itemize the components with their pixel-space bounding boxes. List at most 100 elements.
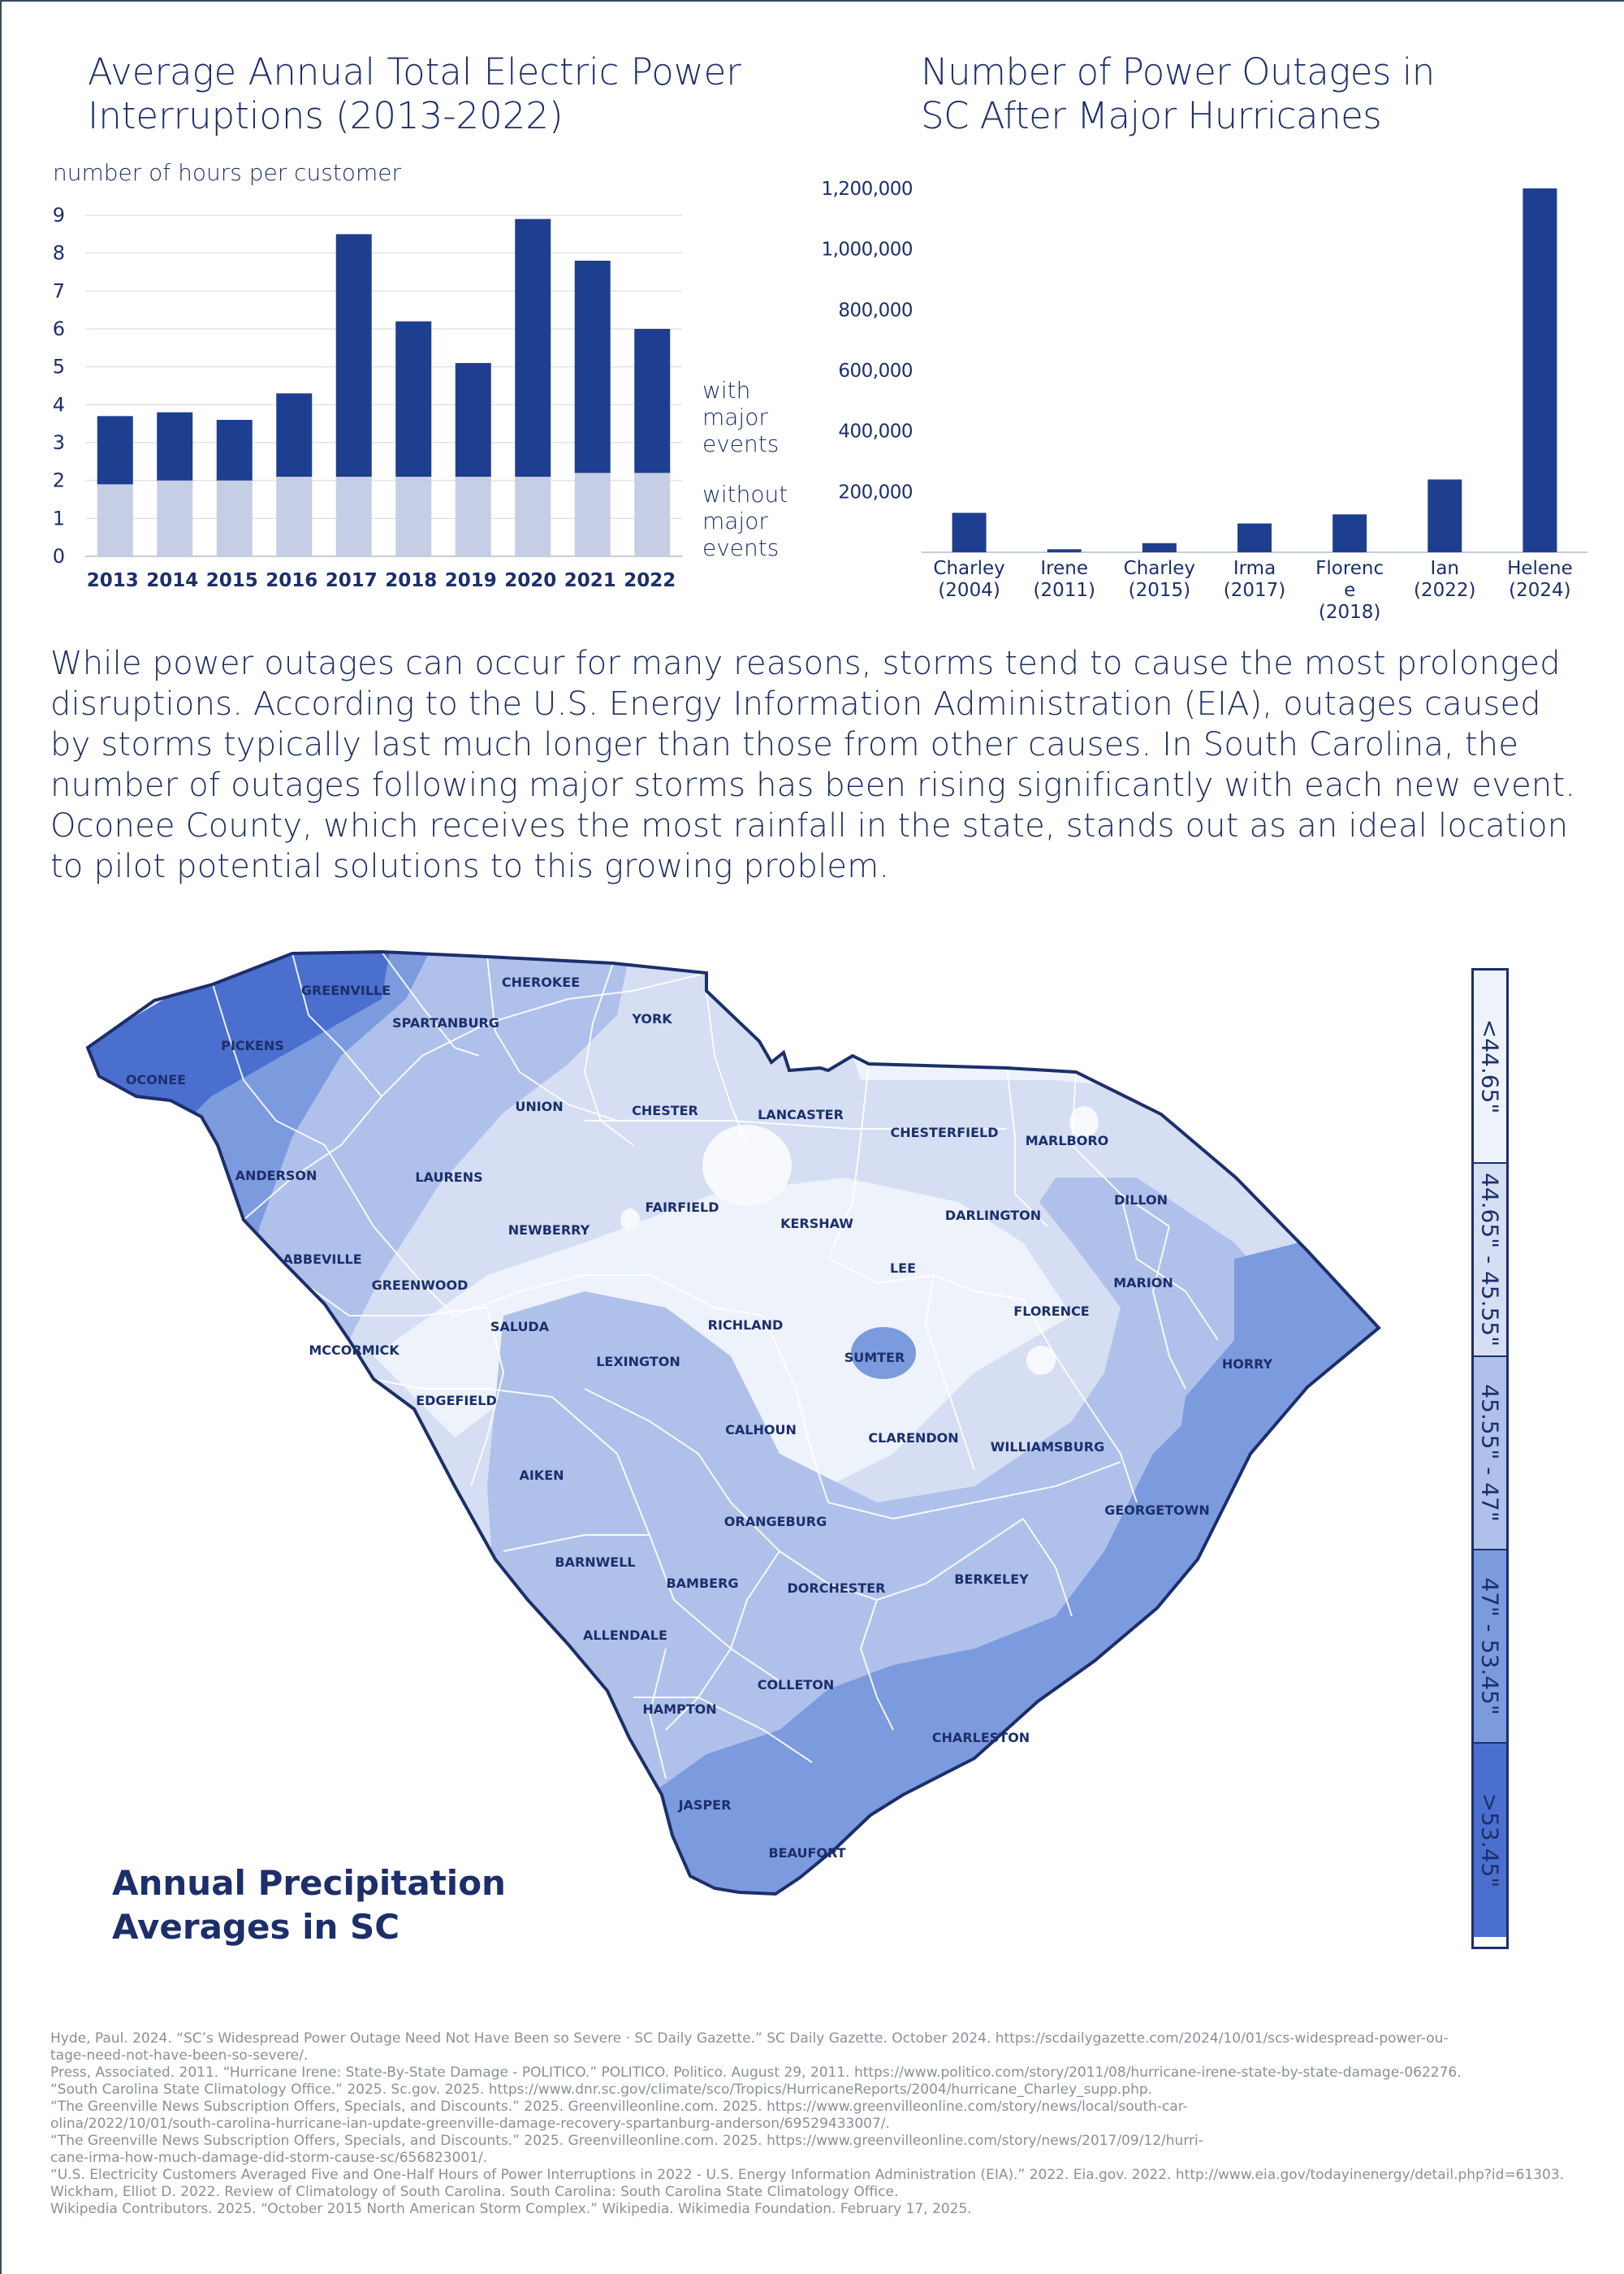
chart1-bar: [634, 473, 671, 556]
county-label-williamsburg: WILLIAMSBURG: [991, 1439, 1104, 1455]
references: Hyde, Paul. 2024. “SC’s Widespread Power…: [50, 2030, 1577, 2218]
county-label-cherokee: CHEROKEE: [502, 975, 580, 990]
chart2-bar: [1332, 514, 1367, 552]
chart1-xtick: 2016: [266, 570, 317, 591]
county-labels: GREENVILLE CHEROKEE YORK PICKENS SPARTANBURG…: [126, 975, 1273, 1861]
chart1-bar: [574, 473, 611, 556]
county-label-union: UNION: [515, 1099, 563, 1114]
chart1-legend-label: without: [702, 481, 788, 508]
legend-swatch: 47" - 53.45": [1474, 1550, 1506, 1744]
legend-swatch: >53.45": [1474, 1744, 1506, 1937]
chart1-bar: [455, 477, 491, 556]
reference-line: Hyde, Paul. 2024. “SC’s Widespread Power…: [50, 2030, 1449, 2047]
sc-precipitation-map: GREENVILLE CHEROKEE YORK PICKENS SPARTANBURG…: [85, 949, 1381, 1896]
chart2-xtick: (2022): [1414, 580, 1475, 601]
chart2-ytick: 1,000,000: [821, 240, 913, 261]
county-label-horry: HORRY: [1222, 1356, 1273, 1372]
chart1-bar: [157, 480, 193, 556]
chart1-xtick: 2017: [326, 570, 378, 591]
chart2-bar: [1237, 523, 1272, 552]
chart2-ytick: 200,000: [838, 482, 913, 503]
chart2-xtick: e: [1344, 580, 1355, 601]
chart1-xtick: 2022: [624, 570, 676, 591]
chart1-ytick: 4: [53, 393, 65, 416]
county-label-jasper: JASPER: [678, 1797, 732, 1813]
county-label-newberry: NEWBERRY: [508, 1222, 590, 1238]
chart1-xtick: 2013: [87, 570, 139, 591]
county-label-darlington: DARLINGTON: [945, 1208, 1041, 1223]
chart1-bar: [97, 416, 133, 485]
chart1-xtick: 2019: [445, 570, 497, 591]
chart1-title: Average Annual Total Electric Power Inte…: [88, 50, 741, 137]
reference-line: olina/2022/10/01/south-carolina-hurrican…: [50, 2116, 890, 2132]
legend-label: 45.55" - 47": [1476, 1384, 1504, 1522]
county-label-marion: MARION: [1113, 1275, 1173, 1290]
chart1-bar: [335, 234, 372, 477]
chart2-xtick: (2011): [1033, 580, 1095, 601]
chart2-xtick: Florenc: [1315, 558, 1384, 579]
county-label-aiken: AIKEN: [519, 1468, 564, 1483]
precip-band-light-interior: [374, 1178, 1072, 1502]
chart2-xtick: (2004): [938, 580, 1000, 601]
chart2-ytick: 1,200,000: [821, 179, 913, 200]
county-label-abbeville: ABBEVILLE: [283, 1252, 361, 1267]
reference-line: Wikipedia Contributors. 2025. “October 2…: [50, 2201, 972, 2217]
chart2-bar: [1522, 188, 1557, 552]
chart1-ytick: 2: [53, 469, 65, 492]
chart1-xtick: 2015: [206, 570, 258, 591]
reference-line: tage-need-not-have-been-so-severe/.: [50, 2047, 309, 2064]
chart1-legend-label: events: [702, 534, 779, 561]
chart1-ytick: 7: [53, 279, 65, 302]
chart2-xtick: (2015): [1129, 580, 1190, 601]
county-lines: [212, 952, 1219, 1779]
chart1-bar: [515, 477, 551, 556]
chart2-title: Number of Power Outages in SC After Majo…: [921, 50, 1435, 137]
chart2-ytick: 600,000: [838, 361, 913, 382]
chart1-legend-label: major: [702, 508, 768, 534]
county-label-greenville: GREENVILLE: [301, 983, 391, 998]
chart1-bar: [157, 412, 193, 481]
page-border-left: [0, 0, 2, 2274]
chart1-bar: [216, 480, 253, 556]
reference-line: cane-irma-how-much-damage-did-storm-caus…: [50, 2150, 488, 2166]
county-label-york: YORK: [631, 1011, 672, 1027]
dry-spot-florence: [1026, 1346, 1056, 1375]
county-label-chesterfield: CHESTERFIELD: [890, 1125, 998, 1140]
chart1-legend-label: events: [702, 430, 779, 457]
reference-line: “The Greenville News Subscription Offers…: [50, 2133, 1203, 2149]
chart1-xtick: 2018: [385, 570, 437, 591]
chart1-ytick: 8: [53, 242, 65, 265]
chart2-xtick: Charley: [1124, 558, 1195, 579]
chart2-bar: [1427, 479, 1462, 552]
county-label-pickens: PICKENS: [221, 1038, 284, 1053]
county-label-barnwell: BARNWELL: [555, 1554, 635, 1570]
county-label-saluda: SALUDA: [490, 1319, 550, 1334]
county-label-mccormick: MCCORMICK: [309, 1342, 400, 1358]
chart2-xtick: (2024): [1509, 580, 1570, 601]
chart1-ytick: 5: [53, 356, 65, 378]
chart1-bar: [395, 477, 432, 556]
county-label-laurens: LAURENS: [415, 1169, 482, 1185]
summary-paragraph: While power outages can occur for many r…: [50, 645, 1576, 885]
chart2-bar: [1047, 549, 1082, 552]
legend-label: 47" - 53.45": [1476, 1577, 1504, 1715]
county-label-lancaster: LANCASTER: [758, 1107, 844, 1122]
dry-spot-lancaster: [702, 1125, 792, 1206]
legend-swatch: 45.55" - 47": [1474, 1357, 1506, 1550]
chart2-xtick: Helene: [1507, 558, 1573, 579]
page-border-top: [0, 0, 1624, 2]
sc-outline: [85, 949, 1381, 1896]
chart2-ytick: 400,000: [838, 422, 913, 443]
chart1-xtick: 2014: [146, 570, 198, 591]
county-label-kershaw: KERSHAW: [780, 1216, 853, 1231]
reference-line: “The Greenville News Subscription Offers…: [50, 2099, 1188, 2115]
county-label-oconee: OCONEE: [126, 1072, 186, 1087]
chart1-bar: [515, 218, 551, 477]
wet-spot-sumter: [851, 1327, 916, 1379]
chart2-xtick: (2017): [1224, 580, 1285, 601]
legend-label: >53.45": [1476, 1792, 1504, 1888]
chart1-bar: [276, 477, 313, 556]
chart2-bar: [952, 512, 987, 552]
county-label-beaufort: BEAUFORT: [768, 1845, 845, 1861]
chart1-xtick: 2020: [504, 570, 556, 591]
